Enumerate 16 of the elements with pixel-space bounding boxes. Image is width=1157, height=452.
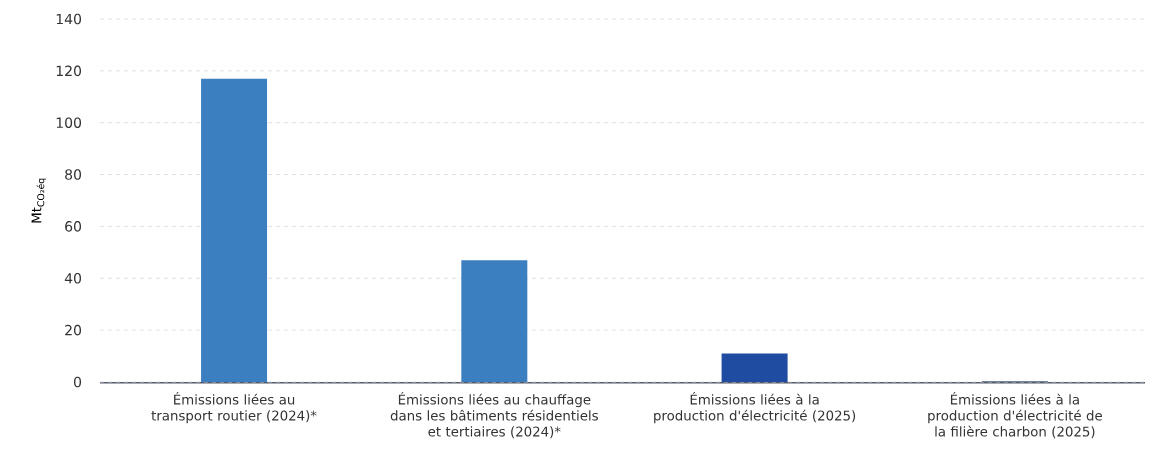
y-tick-label: 20	[65, 324, 82, 336]
bar	[461, 260, 528, 382]
x-tick-label: Émissions liées au chauffage dans les bâtiments résidentiels et tertiaires (2024)*	[390, 392, 598, 439]
y-axis-title: Mt$_{CO₂éq}$	[31, 178, 47, 223]
y-tick-label: 80	[65, 169, 82, 180]
y-tick-label: 140	[56, 13, 82, 25]
y-tick-label: 40	[64, 272, 82, 284]
bar	[721, 353, 788, 382]
y-tick-label: 100	[56, 117, 82, 128]
y-tick-label: 60	[65, 221, 82, 232]
bar	[201, 78, 268, 382]
x-tick-label: Émissions liées à la production d'électricité (2025)	[654, 392, 856, 424]
y-tick-label: 0	[73, 376, 82, 388]
y-tick-label: 120	[56, 65, 82, 77]
x-tick-label: Émissions liées au transport routier (2024)*	[151, 392, 317, 424]
x-tick-label: Émissions liées à la production d'électricité de la filière charbon (2025)	[928, 392, 1102, 439]
